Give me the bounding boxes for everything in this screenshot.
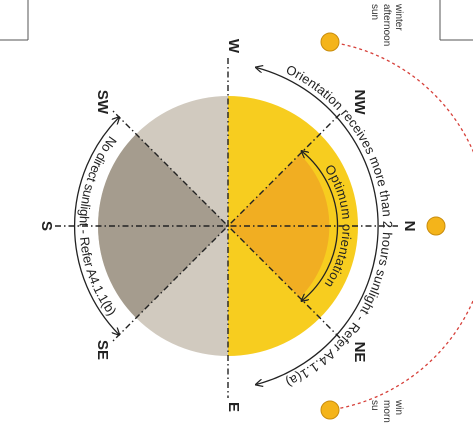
label-west: W xyxy=(225,39,242,54)
winter-morning-line2: morn xyxy=(381,400,392,423)
no-sun-arc xyxy=(73,118,119,335)
winter-sun-path xyxy=(329,41,473,411)
sun-icon-afternoon xyxy=(320,32,340,52)
label-north: N xyxy=(401,221,418,232)
winter-morning-label: win morn su xyxy=(369,399,404,423)
label-southwest: SW xyxy=(94,90,111,115)
optimum-arc xyxy=(302,152,339,301)
sun-icon-morning xyxy=(320,400,340,420)
label-southeast: SE xyxy=(94,340,111,360)
label-northwest: NW xyxy=(351,90,368,116)
winter-afternoon-label: winter afternoon sun xyxy=(369,3,404,46)
winter-morning-line3: su xyxy=(369,400,380,411)
compass-labels: N NE E SE S SW W NW xyxy=(38,39,418,412)
winter-morning-line1: win xyxy=(393,399,404,415)
sun-icon-noon xyxy=(426,216,446,236)
winter-afternoon-line1: winter xyxy=(393,3,404,31)
label-east: E xyxy=(225,402,242,412)
label-northeast: NE xyxy=(351,342,368,363)
outer-arc xyxy=(257,68,379,385)
winter-afternoon-line3: sun xyxy=(369,4,380,20)
winter-afternoon-line2: afternoon xyxy=(381,4,392,46)
label-south: S xyxy=(38,221,55,231)
